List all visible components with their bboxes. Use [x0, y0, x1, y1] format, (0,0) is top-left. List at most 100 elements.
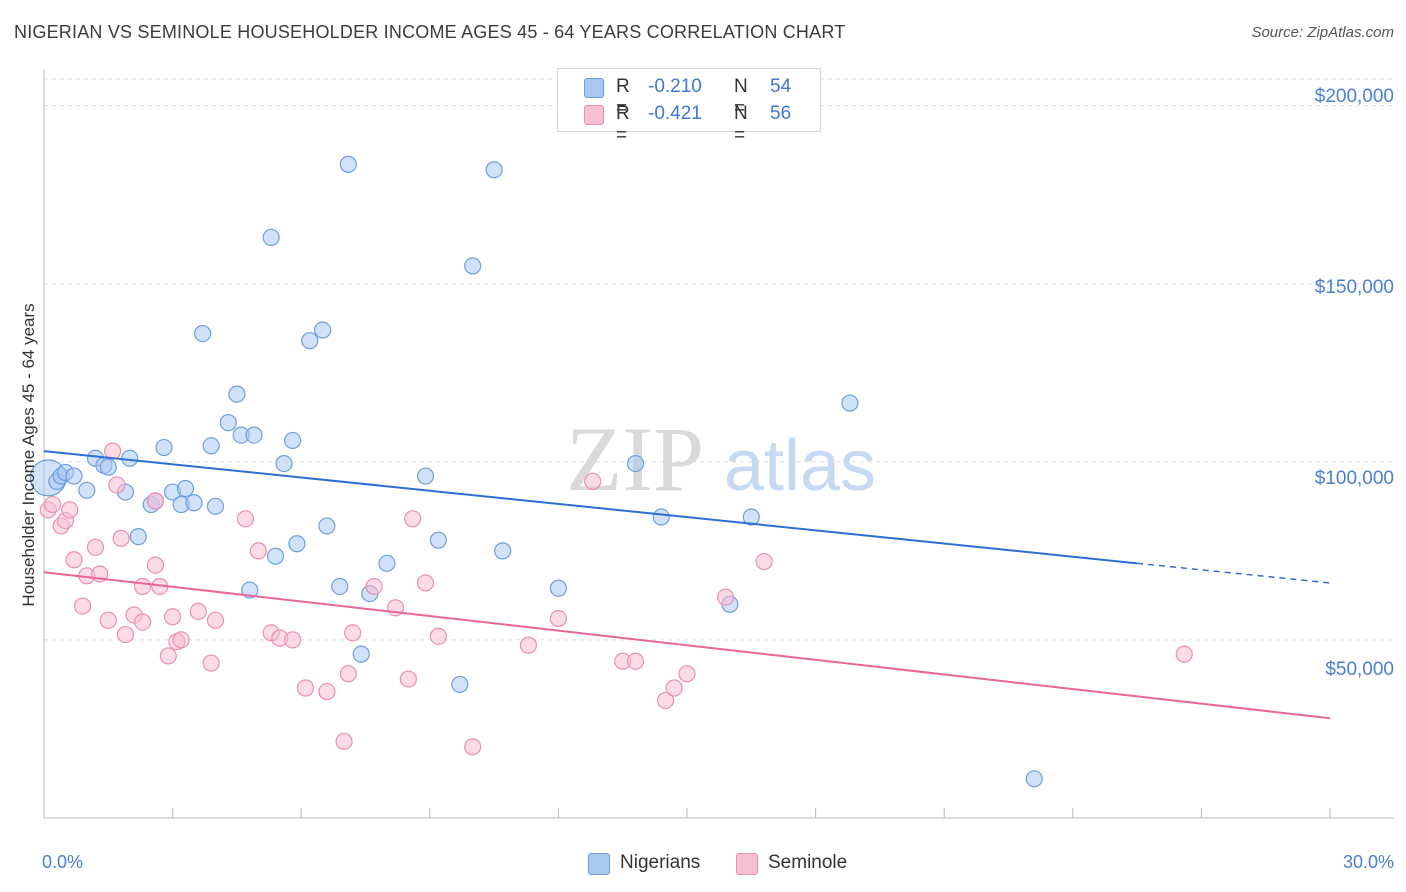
- nigerians-point: [339, 155, 357, 173]
- seminole-point: [249, 542, 267, 560]
- seminole-point: [108, 476, 126, 494]
- data-points: [29, 155, 1193, 788]
- nigerians-trend-extension: [1137, 562, 1331, 584]
- seminole-point: [335, 732, 353, 751]
- nigerians-point: [121, 449, 139, 467]
- x-tick-label-min: 0.0%: [42, 852, 84, 872]
- nigerians-point: [262, 228, 280, 247]
- seminole-point: [146, 556, 165, 574]
- source-credit: Source: ZipAtlas.com: [1251, 24, 1394, 41]
- seminole-point: [133, 577, 152, 596]
- y-tick-label: $50,000: [1325, 659, 1394, 680]
- seminole-point: [73, 597, 92, 615]
- seminole-point: [206, 611, 225, 629]
- legend-label: Seminole: [768, 852, 848, 873]
- stats-legend: R = -0.210 N = 54 R = -0.421 N = 56: [557, 68, 821, 146]
- r-label: R =: [616, 76, 630, 119]
- seminole-point: [159, 647, 177, 665]
- seminole-point: [43, 495, 62, 514]
- nigerians-swatch-icon: [584, 78, 604, 98]
- seminole-point: [65, 551, 83, 569]
- seminole-point: [464, 738, 482, 756]
- seminole-point: [146, 492, 165, 510]
- n-value: 56: [770, 103, 792, 124]
- nigerians-point: [275, 454, 293, 473]
- seminole-point: [365, 577, 383, 596]
- nigerians-point: [331, 577, 349, 596]
- y-tick-label: $150,000: [1314, 277, 1394, 298]
- seminole-point: [665, 679, 683, 697]
- watermark-atlas: atlas: [724, 426, 876, 506]
- seminole-point: [133, 613, 152, 631]
- nigerians-point: [352, 645, 370, 663]
- chart-title: NIGERIAN VS SEMINOLE HOUSEHOLDER INCOME …: [14, 22, 846, 42]
- legend-label: Nigerians: [620, 852, 701, 873]
- seminole-point: [584, 472, 602, 490]
- seminole-point: [202, 654, 220, 672]
- seminole-point: [99, 611, 117, 629]
- seminole-point: [236, 510, 255, 528]
- nigerians-point: [228, 385, 246, 403]
- n-value: 54: [770, 76, 792, 97]
- seminole-point: [755, 552, 773, 571]
- seminole-point: [656, 691, 675, 710]
- r-value: -0.210: [648, 76, 702, 97]
- r-label: R =: [616, 103, 630, 146]
- seminole-point: [519, 636, 537, 654]
- gridlines: [44, 78, 1395, 641]
- seminole-point: [339, 665, 357, 683]
- seminole-point: [626, 652, 645, 670]
- nigerians-point: [378, 554, 396, 572]
- r-value: -0.421: [648, 103, 702, 124]
- nigerians-point: [219, 414, 237, 432]
- nigerians-point: [451, 675, 469, 694]
- nigerians-point: [301, 332, 319, 350]
- seminole-point: [116, 625, 135, 644]
- seminole-point: [284, 631, 302, 649]
- nigerians-point: [155, 438, 173, 457]
- nigerians-point: [464, 257, 482, 275]
- seminole-point: [164, 608, 182, 626]
- watermark: ZIP atlas: [566, 408, 876, 510]
- seminole-point: [61, 501, 79, 519]
- nigerians-point: [241, 581, 259, 599]
- nigerians-legend-icon: [588, 853, 610, 875]
- nigerians-point: [314, 321, 332, 339]
- y-tick-label: $200,000: [1314, 86, 1394, 107]
- nigerians-point: [485, 161, 503, 179]
- nigerians-point: [841, 394, 859, 412]
- seminole-point: [549, 609, 568, 628]
- nigerians-point: [429, 531, 447, 549]
- x-tick-label-max: 30.0%: [1342, 852, 1394, 872]
- nigerians-point: [194, 324, 212, 343]
- nigerians-point: [185, 494, 203, 512]
- nigerians-point: [176, 479, 195, 498]
- n-label: N =: [734, 76, 748, 119]
- nigerians-point: [652, 508, 670, 526]
- n-label: N =: [734, 103, 748, 146]
- seminole-point: [1175, 645, 1193, 663]
- nigerians-point: [1025, 770, 1043, 788]
- seminole-point: [172, 631, 190, 649]
- nigerians-point: [206, 497, 225, 515]
- nigerians-point: [494, 542, 512, 560]
- seminole-swatch-icon: [584, 105, 604, 125]
- nigerians-point: [626, 454, 645, 473]
- seminole-point: [399, 670, 417, 688]
- seminole-legend-icon: [736, 853, 758, 875]
- nigerians-point: [65, 467, 83, 485]
- axes: [43, 70, 1394, 819]
- seminole-point: [189, 602, 207, 621]
- nigerians-trend-line: [43, 450, 1138, 565]
- nigerians-point: [99, 458, 117, 476]
- seminole-trend-line: [43, 571, 1331, 720]
- nigerians-point: [266, 547, 285, 565]
- nigerians-point: [78, 481, 96, 499]
- seminole-point: [716, 588, 735, 606]
- seminole-point: [344, 624, 362, 642]
- seminole-point: [318, 682, 336, 701]
- seminole-point: [86, 538, 105, 556]
- y-tick-label: $100,000: [1314, 468, 1394, 489]
- nigerians-point: [245, 426, 263, 444]
